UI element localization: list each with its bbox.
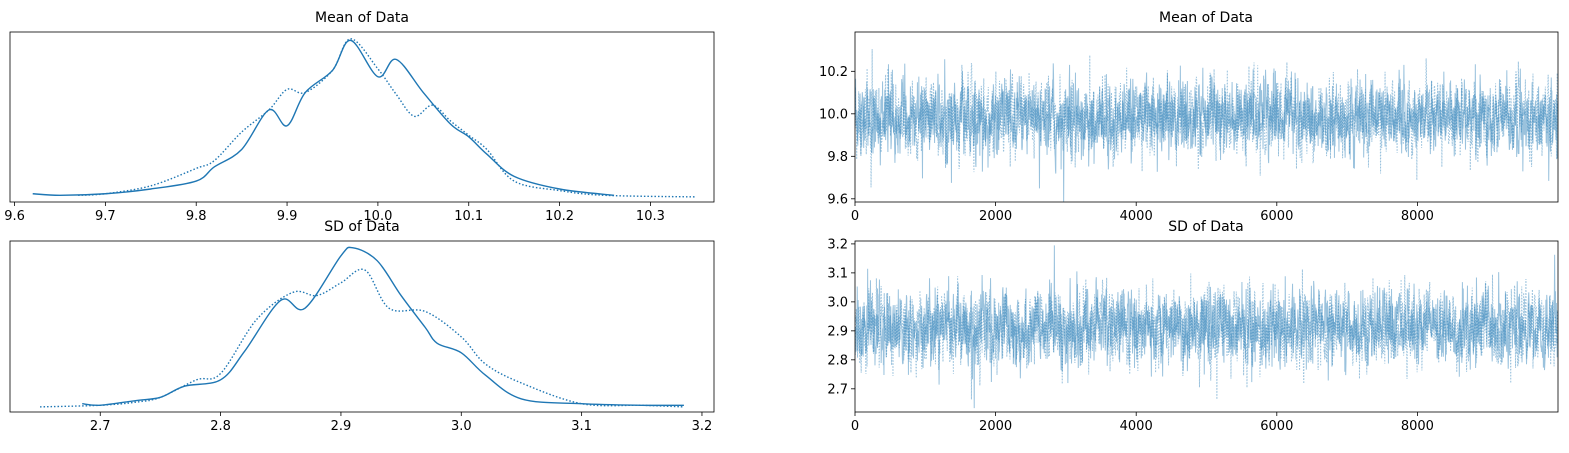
mean-trace-x-tick-label: 6000 xyxy=(1260,209,1293,224)
sd-density-panel: SD of Data 2.7 2.8 2.9 3.0 3.1 3.2 xyxy=(9,219,715,434)
mean-trace-chain-solid-line xyxy=(855,59,1558,202)
sd-trace-y-tick-label: 3.1 xyxy=(827,266,848,281)
mean-trace-y-tick-label: 10.0 xyxy=(819,107,848,122)
sd-density-x-tick-label: 2.7 xyxy=(90,419,111,434)
mean-density-x-tick-label: 9.9 xyxy=(277,209,298,224)
sd-density-x-tick-label: 2.8 xyxy=(210,419,231,434)
sd-density-title: SD of Data xyxy=(324,219,400,235)
mean-density-x-tick-label: 9.8 xyxy=(186,209,207,224)
sd-trace-y-tick-label: 2.9 xyxy=(827,324,848,339)
sd-trace-ticks: 0 2000 4000 6000 8000 2.7 2.8 2.9 3.0 3.1 3.2 xyxy=(827,237,1434,434)
mean-trace-title: Mean of Data xyxy=(1159,10,1253,26)
sd-trace-chain-solid-line xyxy=(855,245,1558,409)
mean-density-title: Mean of Data xyxy=(315,10,409,26)
sd-density-x-tick-label: 3.0 xyxy=(451,419,472,434)
mean-density-x-tick-label: 10.3 xyxy=(636,209,665,224)
mean-density-solid-line xyxy=(32,39,615,197)
sd-trace-plot-area xyxy=(855,245,1558,409)
sd-density-plot-area xyxy=(40,246,684,408)
mean-trace-x-tick-label: 4000 xyxy=(1120,209,1153,224)
mean-density-panel: Mean of Data 9.6 9.7 9.8 9.9 10.0 10.1 10.2 10.… xyxy=(4,10,715,224)
sd-trace-chain-dotted-line xyxy=(855,269,1558,400)
mean-density-x-tick-label: 10.2 xyxy=(545,209,574,224)
sd-trace-y-tick-label: 3.0 xyxy=(827,295,848,310)
sd-trace-x-tick-label: 4000 xyxy=(1120,419,1153,434)
sd-trace-x-tick-label: 6000 xyxy=(1260,419,1293,434)
sd-trace-panel: SD of Data 0 2000 4000 6000 8000 2.7 2.8 2.9 3.0… xyxy=(827,219,1559,434)
mean-trace-y-tick-label: 10.2 xyxy=(819,65,848,80)
mean-trace-plot-area xyxy=(855,49,1558,202)
sd-trace-title: SD of Data xyxy=(1168,219,1244,235)
sd-density-x-tick-label: 3.2 xyxy=(692,419,713,434)
mean-density-axes-frame xyxy=(9,31,715,203)
mean-density-x-tick-label: 9.6 xyxy=(4,209,25,224)
mean-trace-axes-frame xyxy=(854,31,1559,203)
mean-trace-chain-dotted-line xyxy=(855,49,1558,188)
mean-trace-ticks: 0 2000 4000 6000 8000 9.6 9.8 10.0 10.2 xyxy=(819,65,1434,224)
sd-density-axes-frame xyxy=(9,240,715,413)
mean-trace-x-tick-label: 2000 xyxy=(979,209,1012,224)
sd-trace-x-tick-label: 0 xyxy=(851,419,859,434)
mean-trace-x-tick-label: 8000 xyxy=(1401,209,1434,224)
mean-density-dotted-line xyxy=(78,38,696,198)
mean-density-x-ticks: 9.6 9.7 9.8 9.9 10.0 10.1 10.2 10.3 xyxy=(4,202,665,224)
sd-trace-axes-frame xyxy=(854,240,1559,413)
mean-trace-panel: Mean of Data 0 2000 4000 6000 8000 9.6 9.8 10.0… xyxy=(819,10,1559,224)
sd-density-x-tick-label: 2.9 xyxy=(331,419,352,434)
mean-trace-y-tick-label: 9.6 xyxy=(827,192,848,207)
mean-density-plot-area xyxy=(32,38,696,198)
sd-density-x-ticks: 2.7 2.8 2.9 3.0 3.1 3.2 xyxy=(90,412,712,434)
sd-trace-x-tick-label: 8000 xyxy=(1401,419,1434,434)
sd-trace-y-tick-label: 3.2 xyxy=(827,237,848,252)
mean-trace-y-tick-label: 9.8 xyxy=(827,150,848,165)
mean-density-x-tick-label: 9.7 xyxy=(95,209,116,224)
mean-density-x-tick-label: 10.0 xyxy=(363,209,392,224)
sd-density-dotted-line xyxy=(40,268,684,408)
sd-trace-y-tick-label: 2.7 xyxy=(827,382,848,397)
sd-density-x-tick-label: 3.1 xyxy=(571,419,592,434)
mean-density-x-tick-label: 10.1 xyxy=(454,209,483,224)
sd-trace-y-tick-label: 2.8 xyxy=(827,353,848,368)
mean-trace-x-tick-label: 0 xyxy=(851,209,859,224)
sd-density-solid-line xyxy=(82,246,684,407)
sd-trace-x-tick-label: 2000 xyxy=(979,419,1012,434)
